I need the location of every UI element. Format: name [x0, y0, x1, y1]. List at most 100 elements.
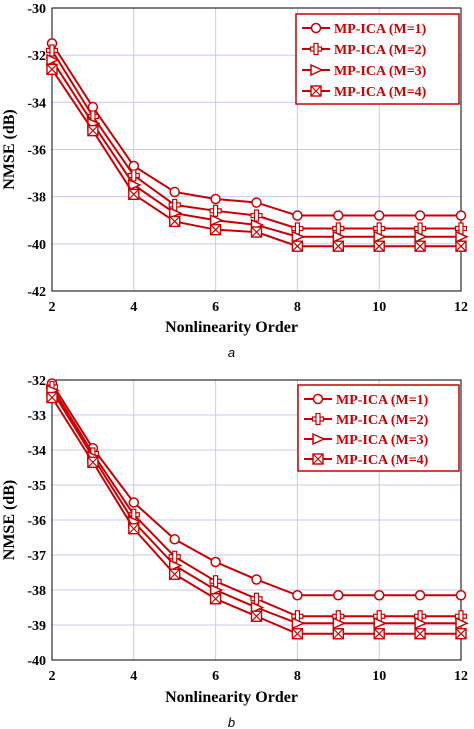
legend-entry: MP-ICA (M=2): [304, 412, 429, 428]
legend-marker: [311, 412, 325, 426]
x-tick-label: 2: [49, 300, 56, 315]
data-point: [250, 610, 263, 622]
y-tick-label: -37: [27, 549, 46, 564]
legend-marker: [310, 85, 322, 97]
y-tick-label: -36: [27, 144, 46, 159]
legend-box: [295, 13, 460, 105]
x-tick-label: 2: [49, 669, 56, 684]
data-point: [168, 568, 181, 580]
data-point: [333, 590, 344, 601]
legend-label: MP-ICA (M=2): [336, 413, 429, 428]
data-point: [373, 628, 385, 640]
data-point: [169, 534, 180, 545]
plot-frame: [51, 7, 462, 292]
y-tick-label: -33: [27, 409, 46, 424]
x-tick-label: 10: [372, 669, 386, 684]
y-tick-label: -34: [27, 444, 46, 459]
series-4: [46, 63, 467, 252]
x-tick-label: 4: [130, 669, 137, 684]
data-point: [332, 240, 344, 252]
legend-label: MP-ICA (M=4): [336, 453, 429, 468]
data-point: [292, 210, 303, 221]
data-point: [291, 230, 306, 243]
data-point: [251, 197, 262, 208]
data-point: [455, 590, 467, 601]
data-point: [414, 230, 428, 243]
legend-label: MP-ICA (M=1): [336, 393, 429, 408]
y-tick-label: -39: [27, 619, 46, 634]
legend-marker: [312, 453, 324, 465]
data-point: [292, 590, 303, 601]
caption: a: [228, 345, 235, 360]
series-1: [46, 38, 467, 221]
legend-marker: [312, 432, 326, 446]
plot-frame: [51, 379, 462, 661]
data-point: [128, 497, 140, 508]
legend-label: MP-ICA (M=3): [334, 64, 427, 79]
legend-label: MP-ICA (M=3): [336, 433, 429, 448]
data-point: [455, 617, 469, 630]
legend-label: MP-ICA (M=1): [334, 22, 427, 37]
data-point: [210, 556, 221, 568]
x-tick-label: 10: [372, 300, 386, 315]
legend: MP-ICA (M=1) MP-ICA (M=2) MP-ICA (M=3) MP-I…: [295, 13, 460, 105]
data-point: [46, 53, 60, 67]
data-point: [291, 617, 306, 630]
data-point: [373, 590, 385, 601]
caption: b: [228, 715, 235, 729]
data-point: [168, 215, 181, 228]
data-point: [373, 230, 388, 243]
data-point: [333, 210, 344, 221]
y-tick-label: -40: [27, 238, 46, 253]
y-tick-label: -32: [27, 49, 46, 64]
data-point: [455, 628, 467, 640]
legend-entry: MP-ICA (M=1): [304, 393, 429, 408]
legend-entry: MP-ICA (M=4): [304, 453, 429, 468]
legend-entry: MP-ICA (M=3): [302, 63, 427, 79]
y-axis-label: NMSE (dB): [1, 109, 18, 189]
x-tick-label: 4: [130, 300, 137, 315]
x-tick-label: 8: [294, 300, 301, 315]
data-point: [291, 240, 304, 252]
data-point: [46, 63, 58, 76]
y-tick-label: -38: [27, 191, 46, 206]
data-point: [46, 391, 58, 404]
legend-entry: MP-ICA (M=4): [302, 85, 427, 100]
y-tick-label: -32: [27, 374, 46, 389]
data-point: [332, 617, 347, 630]
data-point: [455, 230, 469, 243]
x-tick-label: 12: [454, 300, 468, 315]
legend-marker: [310, 63, 324, 77]
data-point: [209, 214, 224, 227]
data-point: [128, 523, 140, 535]
legend-entry: MP-ICA (M=1): [302, 22, 427, 37]
x-tick-label: 6: [212, 669, 219, 684]
x-axis-label: Nonlinearity Order: [165, 319, 298, 336]
data-point: [455, 240, 467, 252]
legend-marker: [312, 393, 324, 405]
data-point: [250, 226, 263, 238]
data-point: [87, 124, 99, 137]
legend-marker: [310, 22, 322, 34]
x-tick-label: 12: [454, 669, 468, 684]
y-axis-label: NMSE (dB): [1, 480, 18, 560]
data-point: [169, 186, 180, 198]
data-point: [414, 240, 426, 252]
data-point: [168, 198, 181, 212]
y-tick-label: -40: [27, 654, 46, 669]
y-tick-label: -35: [27, 479, 46, 494]
y-tick-label: -42: [27, 285, 46, 300]
data-point: [414, 590, 426, 601]
data-point: [291, 628, 304, 640]
data-point: [414, 628, 426, 640]
data-point: [373, 617, 388, 630]
legend-entry: MP-ICA (M=3): [304, 432, 429, 448]
data-point: [128, 188, 140, 201]
legend-marker: [309, 42, 323, 56]
legend: MP-ICA (M=1) MP-ICA (M=2) MP-ICA (M=3) MP-I…: [297, 384, 460, 472]
legend-entry: MP-ICA (M=2): [302, 42, 427, 58]
data-point: [455, 210, 467, 221]
data-point: [291, 222, 304, 235]
data-point: [209, 593, 222, 605]
